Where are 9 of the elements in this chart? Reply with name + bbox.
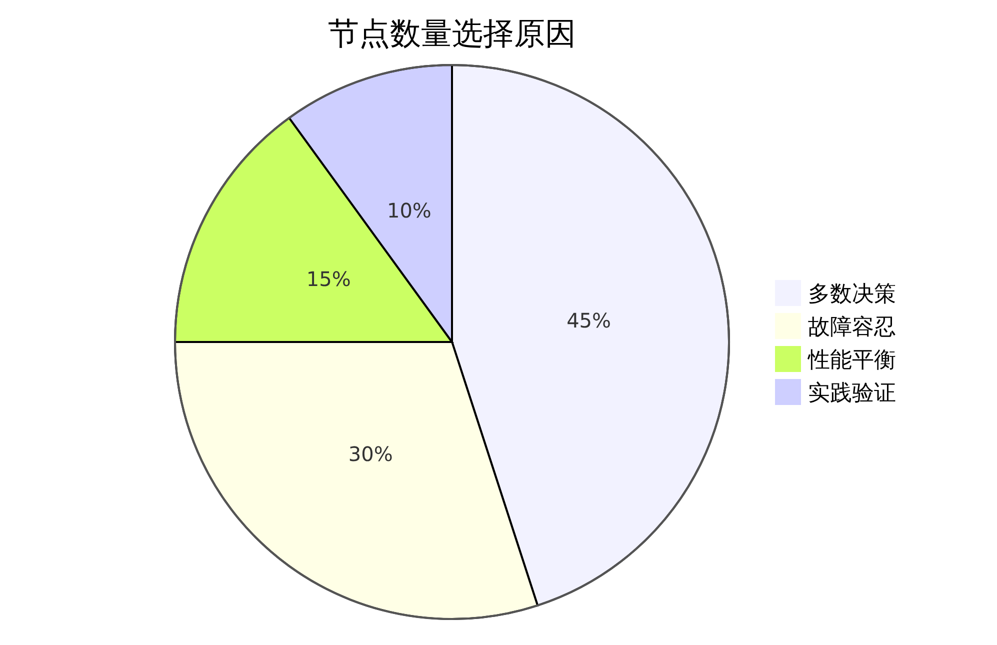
data-label: 10% xyxy=(386,198,432,222)
chart-title: 节点数量选择原因 xyxy=(328,16,576,52)
legend-label: 性能平衡 xyxy=(807,348,896,373)
data-label: 15% xyxy=(306,267,351,292)
legend-label: 实践验证 xyxy=(808,381,896,406)
legend-label: 故障容忍 xyxy=(808,315,896,340)
slice-label: 多数决策 xyxy=(808,282,896,307)
data-label: 45% xyxy=(566,308,612,332)
data-label: 30% xyxy=(348,442,393,466)
